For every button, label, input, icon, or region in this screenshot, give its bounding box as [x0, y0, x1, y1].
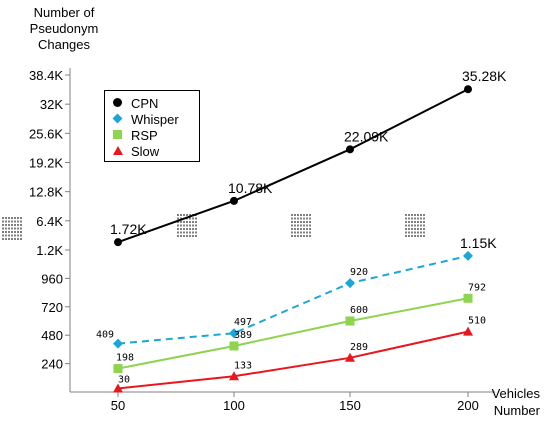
- circle-marker-icon: [111, 96, 125, 110]
- data-point-whisper: [463, 250, 473, 261]
- x-tick-label: 150: [339, 398, 361, 413]
- data-label-rsp: 792: [468, 282, 486, 293]
- data-label-rsp: 198: [116, 353, 134, 364]
- y-tick-label: 19.2K: [29, 156, 63, 171]
- x-tick-label: 50: [111, 398, 125, 413]
- square-marker-icon: [111, 128, 125, 142]
- legend-item-whisper: Whisper: [111, 111, 199, 127]
- y-tick-label: 1.2K: [36, 243, 63, 258]
- y-tick-label: 25.6K: [29, 126, 63, 141]
- data-label-slow: 133: [234, 360, 252, 371]
- data-point-cpn: [464, 85, 472, 94]
- legend-label-rsp: RSP: [131, 127, 158, 143]
- data-point-cpn: [346, 145, 354, 154]
- data-label-slow: 510: [468, 316, 486, 327]
- data-point-slow: [345, 352, 355, 362]
- y-tick-label: 12.8K: [29, 185, 63, 200]
- data-label-rsp: 389: [234, 330, 252, 341]
- legend-item-rsp: RSP: [111, 127, 199, 143]
- series-line-rsp: [117, 297, 469, 370]
- data-label-cpn: 10.78K: [228, 180, 273, 196]
- data-label-cpn: 1.72K: [110, 221, 147, 237]
- data-label-slow: 289: [350, 342, 368, 353]
- data-point-slow: [229, 371, 239, 381]
- diamond-marker-icon: [111, 112, 125, 126]
- y-axis-label: Number of Pseudonym Changes: [29, 5, 99, 52]
- legend: CPN Whisper RSP Slow: [104, 90, 200, 162]
- data-point-whisper: [229, 328, 239, 339]
- data-label-rsp: 600: [350, 305, 368, 316]
- data-point-cpn: [230, 196, 238, 205]
- data-point-rsp: [463, 293, 473, 303]
- data-point-whisper: [345, 278, 355, 289]
- legend-item-cpn: CPN: [111, 95, 199, 111]
- legend-item-slow: Slow: [111, 143, 199, 159]
- data-label-cpn: 35.28K: [462, 68, 507, 84]
- legend-label-cpn: CPN: [131, 95, 159, 111]
- data-label-whisper: 920: [350, 267, 368, 278]
- data-label-whisper: 1.15K: [460, 235, 497, 251]
- data-point-whisper: [113, 338, 123, 349]
- data-label-whisper: 497: [234, 317, 252, 328]
- x-tick-label: 200: [457, 398, 479, 413]
- series-line-whisper: [117, 254, 469, 345]
- data-label-cpn: 22.09K: [344, 128, 389, 144]
- triangle-marker-icon: [111, 144, 125, 158]
- x-axis-label: Vehicles Number: [491, 386, 540, 418]
- y-tick-label: 480: [41, 328, 63, 343]
- data-point-rsp: [113, 364, 123, 374]
- data-label-whisper: 409: [96, 330, 114, 341]
- data-point-rsp: [229, 341, 239, 351]
- data-point-slow: [113, 383, 123, 393]
- series-line-slow: [117, 330, 469, 390]
- data-label-slow: 30: [118, 374, 130, 385]
- series-line-cpn: [117, 88, 469, 244]
- x-tick-label: 100: [223, 398, 245, 413]
- data-point-cpn: [114, 238, 122, 247]
- y-tick-label: 38.4K: [29, 68, 63, 83]
- data-point-rsp: [345, 316, 355, 326]
- y-tick-label: 720: [41, 300, 63, 315]
- legend-label-whisper: Whisper: [131, 111, 179, 127]
- y-tick-label: 240: [41, 357, 63, 372]
- data-point-slow: [463, 326, 473, 336]
- y-tick-label: 960: [41, 271, 63, 286]
- y-tick-label: 6.4K: [36, 214, 63, 229]
- y-tick-label: 32K: [40, 97, 63, 112]
- legend-label-slow: Slow: [131, 143, 160, 159]
